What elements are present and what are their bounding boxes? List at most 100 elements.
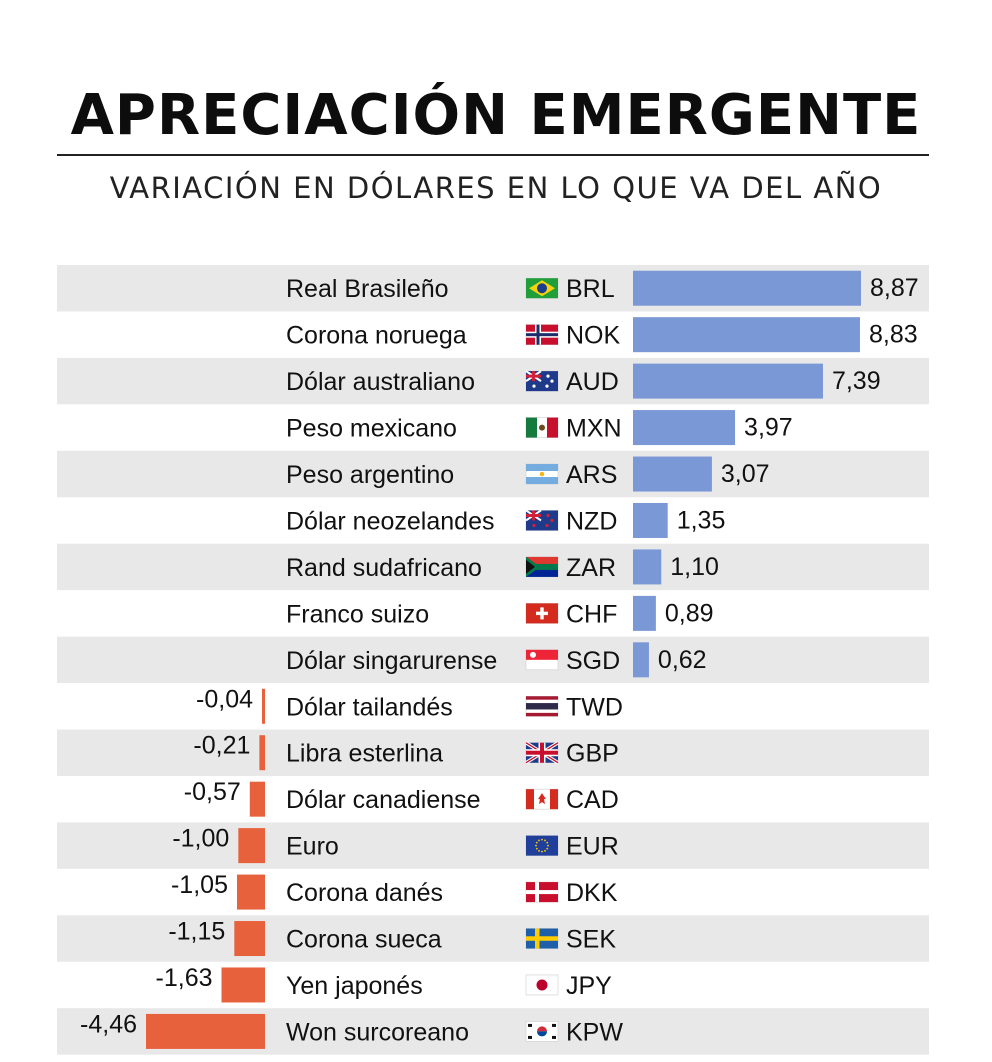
bar-brl bbox=[633, 270, 861, 306]
value-label-gbp: -0,21 bbox=[193, 732, 250, 760]
currency-code: AUD bbox=[566, 368, 619, 396]
table-row-nzd: Dólar neozelandes NZD 1,35 bbox=[286, 502, 726, 538]
currency-name: Real Brasileño bbox=[286, 275, 449, 303]
thailand-flag-icon bbox=[525, 695, 559, 717]
currency-code: SGD bbox=[566, 647, 620, 675]
currency-name: Corona noruega bbox=[286, 322, 467, 350]
currency-code: SEK bbox=[566, 926, 616, 954]
denmark-flag-icon bbox=[525, 881, 559, 903]
value-label-nzd: 1,35 bbox=[677, 506, 726, 534]
eu-flag-icon bbox=[525, 835, 559, 856]
currency-name: Peso argentino bbox=[286, 461, 454, 489]
row-stripe bbox=[57, 636, 929, 684]
japan-flag-icon bbox=[525, 974, 559, 996]
currency-code: CAD bbox=[566, 786, 619, 814]
norway-flag-icon bbox=[525, 324, 559, 345]
currency-name: Dólar neozelandes bbox=[286, 507, 494, 535]
new-zealand-flag-icon bbox=[525, 509, 559, 531]
currency-name: Corona danés bbox=[286, 879, 443, 907]
table-row-mxn: Peso mexicano MXN 3,97 bbox=[286, 410, 793, 446]
table-row-eur: Euro EUR -1,00 bbox=[57, 822, 929, 869]
switzerland-flag-icon bbox=[525, 603, 559, 624]
value-label-sgd: 0,62 bbox=[658, 646, 707, 674]
bar-nok bbox=[633, 317, 860, 353]
bar-twd bbox=[262, 688, 265, 724]
bar-mxn bbox=[633, 410, 736, 446]
currency-code: NOK bbox=[566, 322, 621, 350]
currency-code: ARS bbox=[566, 461, 617, 489]
table-row-sek: Corona sueca SEK -1,15 bbox=[57, 915, 929, 962]
currency-code: KPW bbox=[566, 1018, 623, 1046]
currency-name: Dólar tailandés bbox=[286, 693, 453, 721]
sweden-flag-icon bbox=[525, 928, 559, 949]
bar-eur bbox=[238, 828, 265, 864]
value-label-dkk: -1,05 bbox=[171, 871, 228, 899]
currency-name: Dólar canadiense bbox=[286, 786, 481, 814]
bar-sek bbox=[234, 921, 265, 957]
canada-flag-icon bbox=[525, 788, 559, 810]
currency-code: EUR bbox=[566, 833, 619, 861]
table-row-aud: Dólar australiano AUD 7,39 bbox=[57, 357, 929, 405]
row-stripe bbox=[57, 543, 929, 591]
title-divider bbox=[57, 154, 929, 156]
singapore-flag-icon bbox=[525, 649, 559, 671]
bar-ars bbox=[633, 456, 712, 492]
currency-name: Libra esterlina bbox=[286, 740, 443, 768]
table-row-chf: Franco suizo CHF 0,89 bbox=[286, 595, 714, 631]
value-label-kpw: -4,46 bbox=[80, 1010, 137, 1038]
currency-code: TWD bbox=[566, 693, 623, 721]
row-stripe bbox=[57, 729, 929, 776]
row-stripe bbox=[57, 822, 929, 869]
bar-jpy bbox=[221, 967, 265, 1003]
table-row-jpy: Yen japonés JPY -1,63 bbox=[156, 964, 612, 1003]
currency-code: BRL bbox=[566, 275, 615, 303]
bar-chf bbox=[633, 595, 656, 631]
table-row-twd: Dólar tailandés TWD -0,04 bbox=[196, 685, 623, 724]
table-row-zar: Rand sudafricano ZAR 1,10 bbox=[57, 543, 929, 591]
mexico-flag-icon bbox=[525, 417, 559, 438]
currency-code: CHF bbox=[566, 600, 617, 628]
value-label-jpy: -1,63 bbox=[156, 964, 213, 992]
bar-aud bbox=[633, 363, 823, 399]
value-label-brl: 8,87 bbox=[870, 274, 919, 302]
currency-name: Dólar singarurense bbox=[286, 647, 497, 675]
currency-name: Franco suizo bbox=[286, 600, 429, 628]
table-row-ars: Peso argentino ARS 3,07 bbox=[57, 450, 929, 498]
table-row-kpw: Won surcoreano KPW -4,46 bbox=[57, 1008, 929, 1055]
table-row-gbp: Libra esterlina GBP -0,21 bbox=[57, 729, 929, 776]
south-africa-flag-icon bbox=[525, 556, 559, 578]
currency-code: NZD bbox=[566, 507, 617, 535]
row-stripe bbox=[57, 450, 929, 498]
bar-dkk bbox=[236, 874, 265, 910]
south-korea-flag-icon bbox=[525, 1021, 559, 1042]
bar-gbp bbox=[259, 735, 265, 771]
currency-name: Peso mexicano bbox=[286, 415, 457, 443]
currency-code: DKK bbox=[566, 879, 618, 907]
bar-nzd bbox=[633, 502, 668, 538]
chart-subtitle: VARIACIÓN EN DÓLARES EN LO QUE VA DEL AÑ… bbox=[109, 171, 883, 205]
bar-cad bbox=[249, 781, 265, 817]
table-row-dkk: Corona danés DKK -1,05 bbox=[171, 871, 618, 910]
currency-name: Rand sudafricano bbox=[286, 554, 482, 582]
value-label-zar: 1,10 bbox=[670, 553, 719, 581]
currency-code: GBP bbox=[566, 740, 619, 768]
value-label-cad: -0,57 bbox=[184, 778, 241, 806]
brazil-flag-icon bbox=[525, 277, 559, 299]
value-label-eur: -1,00 bbox=[172, 825, 229, 853]
australia-flag-icon bbox=[525, 370, 559, 392]
row-stripe bbox=[57, 915, 929, 962]
uk-flag-icon bbox=[525, 741, 559, 765]
currency-name: Corona sueca bbox=[286, 926, 442, 954]
table-row-cad: Dólar canadiense CAD -0,57 bbox=[184, 778, 619, 817]
bar-zar bbox=[633, 549, 662, 585]
table-row-sgd: Dólar singarurense SGD 0,62 bbox=[57, 636, 929, 684]
currency-name: Euro bbox=[286, 833, 339, 861]
value-label-twd: -0,04 bbox=[196, 685, 253, 713]
currency-name: Dólar australiano bbox=[286, 368, 475, 396]
value-label-mxn: 3,97 bbox=[744, 414, 793, 442]
chart-title: APRECIACIÓN EMERGENTE bbox=[70, 83, 922, 148]
bar-kpw bbox=[146, 1013, 265, 1049]
currency-code: JPY bbox=[566, 972, 612, 1000]
value-label-nok: 8,83 bbox=[869, 321, 918, 349]
